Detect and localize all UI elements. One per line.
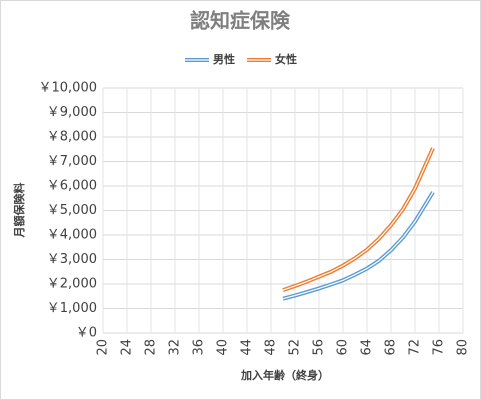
x-tick-label: 76 bbox=[432, 339, 447, 356]
x-tick-label: 28 bbox=[144, 339, 159, 356]
x-axis-title: 加入年齢（終身） bbox=[240, 368, 329, 382]
x-tick-label: 36 bbox=[192, 339, 207, 356]
y-tick-label: ￥1,000 bbox=[47, 301, 97, 316]
series-line-inner bbox=[282, 191, 434, 300]
x-tick-label: 64 bbox=[360, 339, 375, 356]
y-tick-label: ￥3,000 bbox=[47, 252, 97, 267]
x-tick-label: 44 bbox=[240, 339, 255, 356]
x-tick-label: 56 bbox=[312, 339, 327, 356]
y-tick-label: ￥6,000 bbox=[47, 179, 97, 194]
legend-label: 男性 bbox=[213, 52, 235, 66]
x-tick-label: 32 bbox=[168, 339, 183, 356]
y-tick-label: ￥5,000 bbox=[47, 203, 97, 218]
y-axis-title: 月額保険料 bbox=[12, 183, 26, 239]
x-tick-label: 60 bbox=[336, 339, 351, 356]
y-tick-label: ￥9,000 bbox=[47, 105, 97, 120]
y-tick-label: ￥7,000 bbox=[47, 154, 97, 169]
x-tick-label: 52 bbox=[288, 339, 303, 356]
x-tick-label: 40 bbox=[216, 339, 231, 356]
x-tick-label: 24 bbox=[120, 339, 135, 356]
x-tick-label: 72 bbox=[408, 339, 423, 356]
x-tick-label: 80 bbox=[456, 339, 471, 356]
x-tick-label: 48 bbox=[264, 339, 279, 356]
y-tick-label: ￥8,000 bbox=[47, 130, 97, 145]
y-tick-label: ￥10,000 bbox=[39, 81, 98, 96]
legend-label: 女性 bbox=[275, 52, 297, 66]
chart-title: 認知症保険 bbox=[190, 9, 291, 33]
y-tick-label: ￥2,000 bbox=[47, 277, 97, 292]
y-tick-label: ￥0 bbox=[76, 326, 97, 341]
x-tick-label: 68 bbox=[384, 339, 399, 356]
series-line-inner bbox=[282, 147, 434, 291]
x-tick-label: 20 bbox=[96, 339, 111, 356]
y-tick-label: ￥4,000 bbox=[47, 228, 97, 243]
